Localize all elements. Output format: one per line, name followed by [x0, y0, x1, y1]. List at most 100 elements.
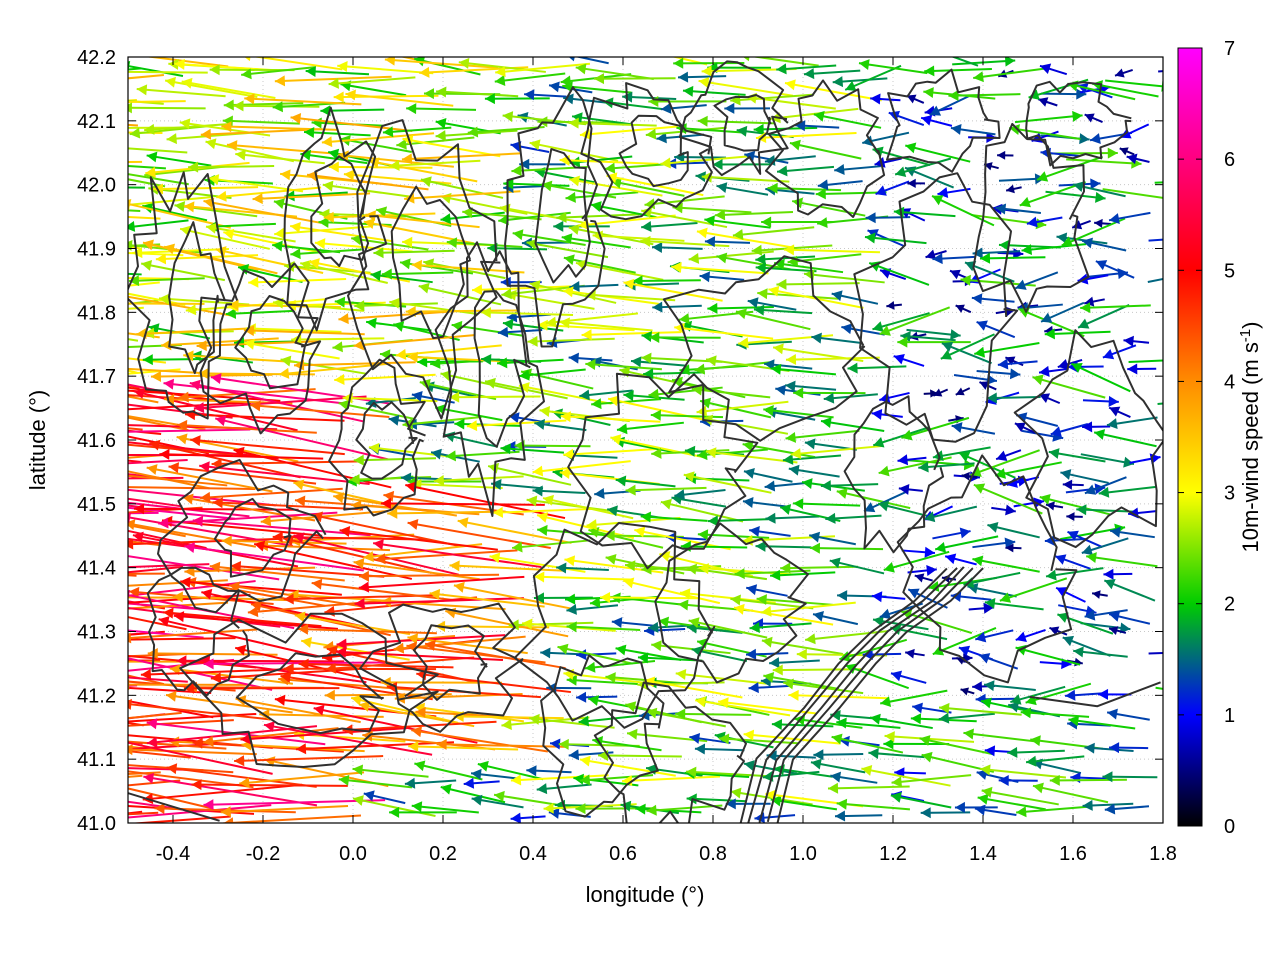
wind-arrow-head — [274, 227, 285, 239]
wind-arrow — [643, 368, 705, 380]
wind-arrow-shaft — [210, 376, 390, 405]
wind-arrow — [297, 623, 437, 635]
wind-arrow-head — [370, 270, 382, 282]
wind-arrow — [128, 684, 138, 687]
wind-arrow-shaft — [440, 786, 506, 804]
wind-arrow-head — [646, 707, 658, 719]
wind-arrow-shaft — [585, 293, 676, 302]
wind-arrow-head — [864, 232, 876, 244]
wind-arrow-shaft — [699, 399, 772, 419]
wind-arrow-head — [1078, 318, 1090, 329]
wind-arrow-shaft — [402, 137, 501, 158]
wind-arrow — [1095, 260, 1135, 279]
wind-arrow — [1019, 181, 1086, 208]
wind-arrow — [1005, 543, 1022, 553]
wind-arrow-shaft — [311, 581, 453, 601]
wind-arrow — [694, 743, 745, 755]
wind-arrow-head — [1005, 504, 1016, 516]
wind-arrow-head — [423, 88, 435, 100]
wind-arrow-head — [831, 290, 843, 302]
wind-arrow-head — [925, 249, 937, 260]
wind-arrow — [280, 355, 367, 375]
wind-arrow-head — [1016, 412, 1028, 423]
wind-arrow-shaft — [471, 285, 572, 292]
wind-arrow-head — [80, 458, 91, 469]
wind-arrow-shaft — [239, 771, 365, 785]
wind-arrow-head — [930, 389, 938, 398]
wind-arrow-shaft — [970, 449, 1040, 476]
wind-arrow-head — [980, 764, 991, 776]
wind-arrow — [755, 253, 816, 265]
wind-arrow-head — [937, 187, 949, 198]
wind-arrow — [745, 648, 789, 660]
wind-arrow-head — [17, 665, 27, 676]
wind-arrow — [784, 79, 882, 102]
wind-arrow-head — [22, 569, 32, 580]
wind-arrow-shaft — [128, 65, 184, 77]
wind-arrow-head — [332, 341, 343, 353]
wind-arrow-shaft — [128, 504, 140, 509]
wind-arrow — [1108, 626, 1127, 635]
wind-arrow-head — [280, 169, 291, 181]
wind-arrow — [950, 591, 992, 603]
wind-arrow-head — [512, 541, 523, 553]
wind-arrow-shaft — [252, 192, 371, 201]
terrain-contour-line — [580, 82, 713, 221]
wind-arrow — [978, 653, 1019, 670]
wind-arrow-shaft — [407, 636, 528, 655]
wind-arrow — [825, 512, 882, 524]
wind-arrow-shaft — [500, 447, 565, 454]
wind-arrow-head — [1104, 579, 1116, 590]
wind-arrow-head — [174, 201, 186, 212]
wind-arrow-head — [771, 719, 783, 731]
wind-arrow-shaft — [353, 334, 475, 347]
wind-arrow — [1015, 628, 1046, 642]
wind-arrow-shaft — [660, 155, 753, 165]
wind-arrow — [699, 271, 745, 283]
wind-arrow — [830, 771, 878, 784]
wind-arrow — [146, 151, 212, 167]
wind-arrow-head — [174, 58, 185, 70]
wind-arrow-head — [955, 304, 965, 313]
wind-arrow-head — [273, 198, 285, 210]
wind-arrow-head — [1062, 479, 1073, 490]
wind-arrow-shaft — [1021, 243, 1087, 252]
wind-arrow-shaft — [532, 460, 631, 474]
wind-arrow-head — [761, 605, 772, 617]
terrain-contour-line — [128, 792, 220, 822]
wind-arrow-head — [671, 376, 683, 388]
wind-arrow-head — [884, 731, 895, 743]
wind-arrow-shaft — [579, 758, 676, 777]
wind-arrow — [354, 597, 524, 610]
wind-arrow-head — [961, 471, 970, 481]
wind-arrow-head — [836, 488, 848, 499]
wind-arrow — [128, 198, 231, 229]
wind-arrow-head — [635, 803, 646, 815]
wind-arrow-head — [250, 400, 261, 412]
wind-arrow-shaft — [164, 79, 258, 99]
wind-arrow — [128, 497, 183, 508]
wind-arrow — [907, 565, 937, 576]
wind-arrow — [128, 740, 143, 745]
wind-arrow-shaft — [203, 799, 386, 806]
wind-arrow-shaft — [733, 606, 834, 626]
wind-arrow-shaft — [1067, 82, 1136, 101]
wind-arrow-head — [39, 731, 50, 742]
wind-arrow-head — [522, 618, 533, 630]
wind-arrow-head — [608, 395, 619, 407]
wind-arrow-head — [81, 97, 91, 108]
wind-arrow-head — [805, 633, 816, 645]
wind-arrow — [1076, 504, 1134, 516]
wind-arrow-head — [497, 357, 508, 369]
wind-arrow — [128, 699, 214, 719]
wind-arrow-head — [705, 447, 717, 459]
wind-arrow-head — [43, 738, 54, 749]
wind-arrow — [128, 102, 206, 114]
wind-arrow-head — [393, 321, 405, 332]
wind-arrow-head — [477, 760, 489, 772]
y-tick-label: 41.7 — [77, 366, 116, 388]
wind-arrow-shaft — [260, 509, 389, 523]
wind-arrow-shaft — [449, 395, 541, 399]
wind-arrow-head — [1107, 708, 1118, 720]
wind-arrow-head — [958, 451, 971, 462]
